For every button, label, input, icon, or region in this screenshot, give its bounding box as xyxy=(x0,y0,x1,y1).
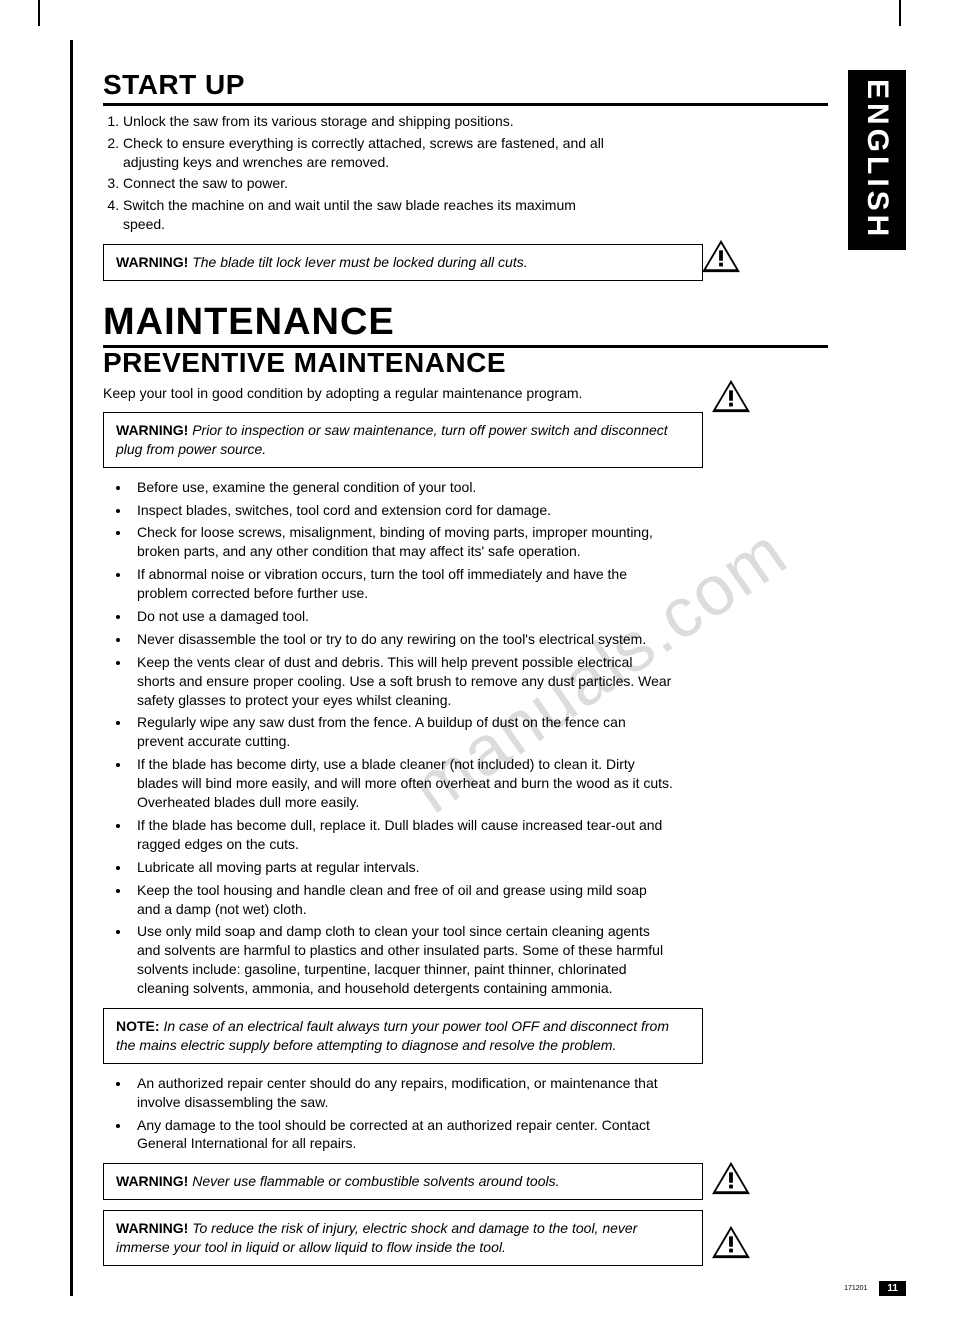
warning-icon xyxy=(700,238,742,274)
language-tab: ENGLISH xyxy=(848,70,906,250)
warning-box: WARNING! Never use flammable or combusti… xyxy=(103,1163,703,1200)
list-item: Inspect blades, switches, tool cord and … xyxy=(131,501,673,520)
bullet-list: Before use, examine the general conditio… xyxy=(103,478,673,998)
note-box: NOTE: In case of an electrical fault alw… xyxy=(103,1008,703,1064)
side-column: ENGLISH xyxy=(848,40,906,1296)
warning-label: WARNING! xyxy=(116,422,188,438)
list-item: Never disassemble the tool or try to do … xyxy=(131,630,673,649)
warning-text: The blade tilt lock lever must be locked… xyxy=(192,254,527,270)
section-title-maintenance: MAINTENANCE xyxy=(103,303,828,348)
list-item: Before use, examine the general conditio… xyxy=(131,478,673,497)
list-item: Connect the saw to power. xyxy=(123,174,613,193)
startup-steps: Unlock the saw from its various storage … xyxy=(103,112,613,234)
bullet-list: An authorized repair center should do an… xyxy=(103,1074,673,1154)
page-number: 11 xyxy=(879,1281,906,1296)
list-item: If the blade has become dull, replace it… xyxy=(131,816,673,854)
note-label: NOTE: xyxy=(116,1018,160,1034)
warning-text: Never use flammable or combustible solve… xyxy=(192,1173,559,1189)
language-text: ENGLISH xyxy=(860,79,894,240)
list-item: If abnormal noise or vibration occurs, t… xyxy=(131,565,673,603)
warning-box: WARNING! To reduce the risk of injury, e… xyxy=(103,1210,703,1266)
section-title-startup: START UP xyxy=(103,70,828,106)
warning-label: WARNING! xyxy=(116,1220,188,1236)
warning-text: Prior to inspection or saw maintenance, … xyxy=(116,422,668,457)
footer-code: 171201 xyxy=(844,1285,867,1292)
list-item: Do not use a damaged tool. xyxy=(131,607,673,626)
warning-icon xyxy=(710,1224,752,1260)
warning-box: WARNING! The blade tilt lock lever must … xyxy=(103,244,703,281)
warning-label: WARNING! xyxy=(116,254,188,270)
section-title-preventive: PREVENTIVE MAINTENANCE xyxy=(103,348,828,381)
list-item: Keep the tool housing and handle clean a… xyxy=(131,881,673,919)
page: START UP Unlock the saw from its various… xyxy=(70,40,906,1296)
list-item: Lubricate all moving parts at regular in… xyxy=(131,858,673,877)
list-item: Unlock the saw from its various storage … xyxy=(123,112,613,131)
footer: 171201 11 xyxy=(844,1281,906,1296)
warning-label: WARNING! xyxy=(116,1173,188,1189)
list-item: Keep the vents clear of dust and debris.… xyxy=(131,653,673,710)
list-item: Switch the machine on and wait until the… xyxy=(123,196,613,234)
list-item: Any damage to the tool should be correct… xyxy=(131,1116,673,1154)
warning-text: To reduce the risk of injury, electric s… xyxy=(116,1220,637,1255)
list-item: Use only mild soap and damp cloth to cle… xyxy=(131,922,673,998)
list-item: Check for loose screws, misalignment, bi… xyxy=(131,523,673,561)
warning-icon xyxy=(710,378,752,414)
intro-text: Keep your tool in good condition by adop… xyxy=(103,384,603,402)
list-item: Check to ensure everything is correctly … xyxy=(123,134,613,172)
list-item: An authorized repair center should do an… xyxy=(131,1074,673,1112)
content-column: START UP Unlock the saw from its various… xyxy=(70,40,848,1296)
crop-mark xyxy=(899,0,901,26)
warning-icon xyxy=(710,1160,752,1196)
warning-box: WARNING! Prior to inspection or saw main… xyxy=(103,412,703,468)
list-item: If the blade has become dirty, use a bla… xyxy=(131,755,673,812)
list-item: Regularly wipe any saw dust from the fen… xyxy=(131,713,673,751)
crop-mark xyxy=(38,0,40,26)
note-text: In case of an electrical fault always tu… xyxy=(116,1018,669,1053)
